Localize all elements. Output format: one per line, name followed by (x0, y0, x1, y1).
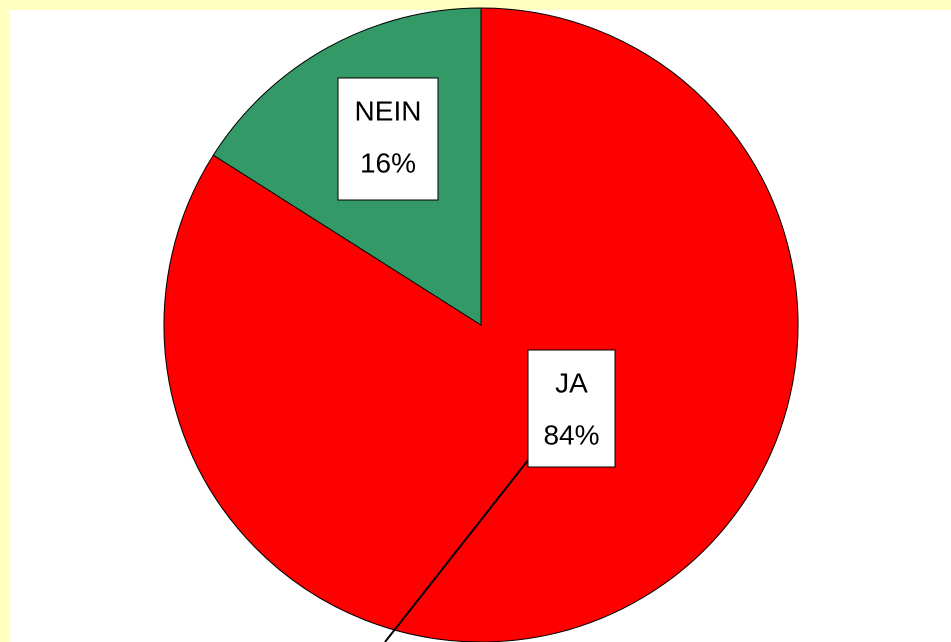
value-label: 84% (543, 419, 599, 450)
label-box (527, 349, 616, 468)
category-label: JA (555, 367, 588, 398)
label-box (337, 77, 439, 201)
value-label: 16% (360, 147, 416, 178)
category-label: NEIN (355, 95, 422, 126)
leader-line (384, 444, 541, 642)
